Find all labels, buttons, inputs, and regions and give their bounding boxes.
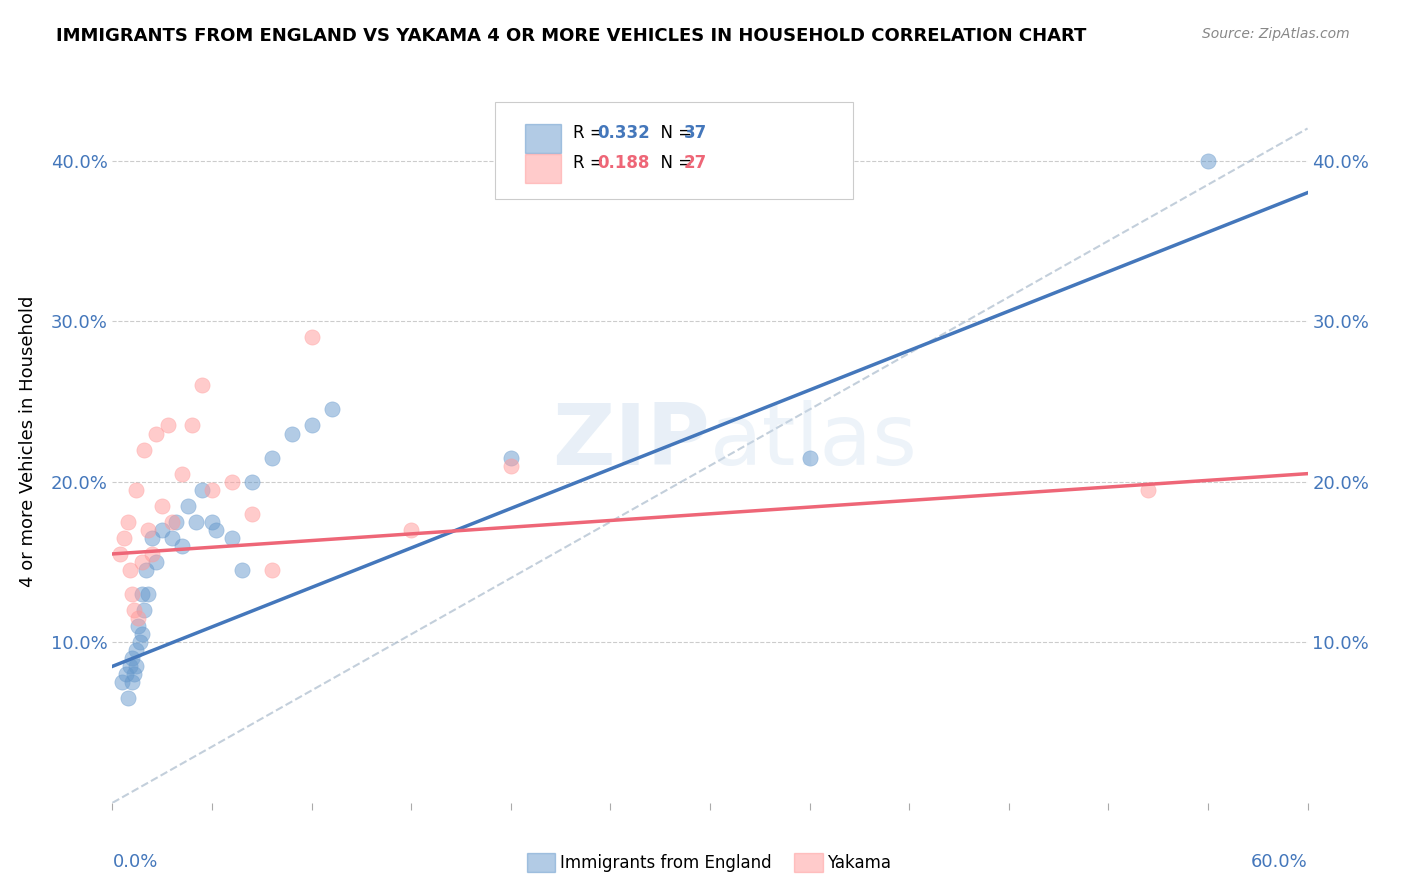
Point bbox=[231, 563, 253, 577]
Point bbox=[799, 450, 821, 465]
Text: IMMIGRANTS FROM ENGLAND VS YAKAMA 4 OR MORE VEHICLES IN HOUSEHOLD CORRELATION CH: IMMIGRANTS FROM ENGLAND VS YAKAMA 4 OR M… bbox=[56, 27, 1087, 45]
Point bbox=[172, 539, 194, 553]
Text: Immigrants from England: Immigrants from England bbox=[560, 854, 772, 871]
Text: 0.332: 0.332 bbox=[598, 124, 651, 142]
Text: N =: N = bbox=[651, 154, 697, 172]
Point bbox=[134, 603, 156, 617]
Text: 0.188: 0.188 bbox=[598, 154, 650, 172]
Text: ZIP: ZIP bbox=[553, 400, 710, 483]
Text: N =: N = bbox=[651, 124, 697, 142]
Point bbox=[125, 659, 148, 673]
Point bbox=[499, 458, 522, 473]
Bar bbox=[524, 154, 561, 183]
Text: 0.0%: 0.0% bbox=[112, 854, 157, 871]
Point bbox=[191, 378, 214, 392]
Point bbox=[401, 523, 423, 537]
Point bbox=[172, 467, 194, 481]
Point bbox=[127, 611, 149, 625]
Point bbox=[150, 499, 173, 513]
Point bbox=[121, 675, 143, 690]
Point bbox=[240, 475, 263, 489]
Point bbox=[499, 450, 522, 465]
Point bbox=[201, 483, 224, 497]
Point bbox=[201, 515, 224, 529]
Point bbox=[157, 418, 180, 433]
Point bbox=[120, 659, 142, 673]
Point bbox=[120, 563, 142, 577]
Point bbox=[138, 587, 160, 601]
Point bbox=[221, 475, 243, 489]
Text: R =: R = bbox=[572, 154, 609, 172]
Point bbox=[134, 442, 156, 457]
Point bbox=[125, 643, 148, 657]
Text: 27: 27 bbox=[683, 154, 707, 172]
Point bbox=[115, 667, 138, 681]
Point bbox=[191, 483, 214, 497]
Point bbox=[121, 587, 143, 601]
Point bbox=[121, 651, 143, 665]
FancyBboxPatch shape bbox=[495, 102, 853, 200]
Point bbox=[131, 555, 153, 569]
Point bbox=[1197, 153, 1219, 168]
Point bbox=[135, 563, 157, 577]
Point bbox=[131, 587, 153, 601]
Point bbox=[240, 507, 263, 521]
Point bbox=[114, 531, 135, 545]
Text: atlas: atlas bbox=[710, 400, 918, 483]
Point bbox=[301, 418, 323, 433]
Point bbox=[124, 603, 146, 617]
Point bbox=[281, 426, 304, 441]
Point bbox=[141, 531, 163, 545]
Point bbox=[145, 426, 167, 441]
Text: Source: ZipAtlas.com: Source: ZipAtlas.com bbox=[1202, 27, 1350, 41]
Text: 60.0%: 60.0% bbox=[1251, 854, 1308, 871]
Text: R =: R = bbox=[572, 124, 609, 142]
Point bbox=[131, 627, 153, 641]
Point bbox=[124, 667, 146, 681]
Point bbox=[260, 450, 283, 465]
Point bbox=[177, 499, 200, 513]
Point bbox=[205, 523, 228, 537]
Point bbox=[127, 619, 149, 633]
Point bbox=[301, 330, 323, 344]
Bar bbox=[524, 124, 561, 153]
Point bbox=[162, 531, 183, 545]
Point bbox=[165, 515, 187, 529]
Point bbox=[321, 402, 343, 417]
Point bbox=[1137, 483, 1160, 497]
Point bbox=[110, 547, 132, 561]
Point bbox=[150, 523, 173, 537]
Point bbox=[186, 515, 208, 529]
Text: 37: 37 bbox=[683, 124, 707, 142]
Point bbox=[260, 563, 283, 577]
Point bbox=[129, 635, 152, 649]
Point bbox=[145, 555, 167, 569]
Point bbox=[221, 531, 243, 545]
Point bbox=[111, 675, 134, 690]
Point bbox=[138, 523, 160, 537]
Text: Yakama: Yakama bbox=[827, 854, 891, 871]
Point bbox=[125, 483, 148, 497]
Y-axis label: 4 or more Vehicles in Household: 4 or more Vehicles in Household bbox=[18, 296, 37, 587]
Point bbox=[181, 418, 204, 433]
Point bbox=[162, 515, 183, 529]
Point bbox=[141, 547, 163, 561]
Point bbox=[117, 691, 139, 706]
Point bbox=[117, 515, 139, 529]
